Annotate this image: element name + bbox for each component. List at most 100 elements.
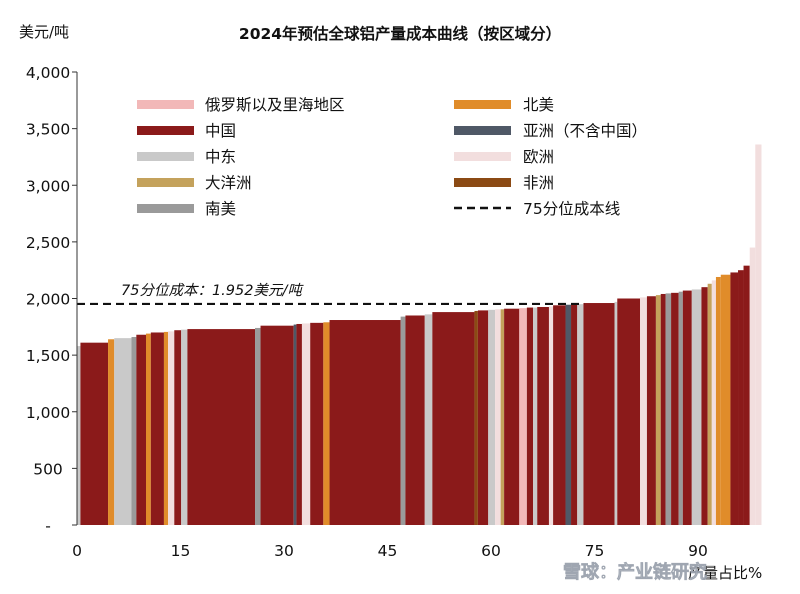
bar-china-37 bbox=[553, 305, 566, 525]
legend-swatch-africa bbox=[454, 178, 511, 187]
bar-china-15 bbox=[260, 325, 294, 525]
bar-china-19 bbox=[310, 322, 324, 525]
bar-china-13 bbox=[187, 329, 256, 525]
x-tick-label: 90 bbox=[688, 542, 708, 560]
bar-mideast-12 bbox=[181, 329, 188, 525]
bar-china-51 bbox=[682, 290, 692, 525]
legend-label-oceania: 大洋洲 bbox=[205, 174, 252, 192]
bar-oceania-54 bbox=[707, 283, 712, 525]
bar-china-43 bbox=[617, 298, 641, 525]
x-tick-label: 75 bbox=[585, 542, 605, 560]
bar-china-11 bbox=[174, 330, 182, 525]
bar-namerica-3 bbox=[108, 339, 115, 525]
bar-china-27 bbox=[477, 310, 489, 525]
bars-layer bbox=[77, 144, 762, 526]
legend-label-p75: 75分位成本线 bbox=[523, 200, 620, 218]
x-tick-label: 0 bbox=[72, 542, 82, 560]
bar-europe-55 bbox=[711, 280, 716, 525]
bar-europe-29 bbox=[495, 309, 501, 525]
bar-china-23 bbox=[405, 315, 425, 525]
legend-swatch-mideast bbox=[137, 152, 194, 161]
bar-china-58 bbox=[730, 272, 739, 525]
bar-asia-38 bbox=[565, 304, 572, 525]
bar-samerica-48 bbox=[665, 293, 672, 525]
p75-cost-label: 75分位成本：1.952美元/吨 bbox=[121, 282, 304, 299]
bar-china-53 bbox=[701, 287, 708, 525]
y-tick-label: 1,500 bbox=[26, 347, 70, 365]
percentile-line-layer: 75分位成本：1.952美元/吨 bbox=[77, 282, 585, 306]
x-tick-label: 45 bbox=[378, 542, 398, 560]
bar-europe-44 bbox=[640, 297, 647, 525]
x-tick-label: 30 bbox=[274, 542, 294, 560]
bar-europe-18 bbox=[301, 323, 311, 525]
bar-namerica-20 bbox=[323, 322, 330, 525]
bar-china-25 bbox=[432, 312, 475, 525]
y-tick-label: - bbox=[45, 517, 51, 535]
chart-title: 2024年预估全球铝产量成本曲线（按区域分） bbox=[239, 24, 561, 43]
watermark-text: 雪球：产业链研究 bbox=[563, 561, 707, 583]
bar-mideast-24 bbox=[424, 314, 433, 525]
legend-label-samerica: 南美 bbox=[205, 200, 236, 218]
watermark: 雪球：产业链研究 bbox=[537, 560, 707, 583]
bar-mideast-42 bbox=[614, 301, 618, 525]
bar-mideast-52 bbox=[691, 289, 702, 525]
bar-china-49 bbox=[671, 292, 679, 525]
bar-namerica-9 bbox=[163, 331, 169, 525]
y-tick-label: 4,000 bbox=[26, 64, 70, 82]
y-axis-label: 美元/吨 bbox=[19, 23, 69, 41]
y-tick-label: 2,500 bbox=[26, 234, 70, 252]
legend-label-china: 中国 bbox=[205, 122, 236, 140]
bar-europe-62 bbox=[755, 144, 762, 526]
legend-label-asia: 亚洲（不含中国） bbox=[523, 122, 647, 140]
legend-label-europe: 欧洲 bbox=[523, 148, 554, 166]
bar-mideast-40 bbox=[577, 304, 584, 525]
watermark-logo-icon bbox=[537, 560, 559, 582]
bar-mideast-34 bbox=[533, 307, 538, 525]
bar-europe-10 bbox=[168, 331, 175, 525]
bar-asia-16 bbox=[293, 324, 297, 525]
legend-swatch-oceania bbox=[137, 178, 194, 187]
bar-china-41 bbox=[583, 303, 615, 525]
legend-label-africa: 非洲 bbox=[523, 174, 554, 192]
bar-china-21 bbox=[329, 320, 401, 525]
legend-label-namerica: 北美 bbox=[523, 96, 554, 114]
y-tick-label: 3,000 bbox=[26, 177, 70, 195]
bar-europe-61 bbox=[749, 247, 756, 526]
x-tick-label: 60 bbox=[481, 542, 501, 560]
bar-china-60 bbox=[743, 265, 750, 525]
legend-swatch-namerica bbox=[454, 100, 511, 109]
bar-mideast-4 bbox=[114, 338, 132, 525]
legend-swatch-china bbox=[137, 126, 194, 135]
bar-china-8 bbox=[150, 332, 164, 525]
bar-namerica-56 bbox=[715, 276, 721, 525]
x-tick-label: 15 bbox=[171, 542, 191, 560]
bar-namerica-57 bbox=[720, 274, 731, 525]
y-tick-label: 3,500 bbox=[26, 121, 70, 139]
y-tick-label: 500 bbox=[33, 460, 63, 478]
bar-samerica-5 bbox=[131, 337, 137, 525]
y-tick-label: 1,000 bbox=[26, 404, 70, 422]
legend-swatch-samerica bbox=[137, 204, 194, 213]
bar-china-39 bbox=[571, 304, 578, 525]
legend-label-russia: 俄罗斯以及里海地区 bbox=[205, 96, 345, 114]
legend-swatch-asia bbox=[454, 126, 511, 135]
bar-russia-32 bbox=[519, 308, 527, 525]
legend-label-mideast: 中东 bbox=[205, 148, 236, 166]
bar-china-31 bbox=[504, 308, 520, 525]
bar-oceania-30 bbox=[500, 309, 505, 525]
bar-mideast-1 bbox=[77, 346, 81, 525]
bar-namerica-7 bbox=[146, 333, 151, 525]
bar-africa-26 bbox=[474, 310, 478, 525]
bar-europe-36 bbox=[548, 306, 554, 525]
bar-mideast-28 bbox=[488, 309, 496, 525]
bar-samerica-50 bbox=[678, 291, 683, 525]
legend-swatch-russia bbox=[137, 100, 194, 109]
bar-samerica-14 bbox=[255, 327, 261, 525]
bar-china-33 bbox=[526, 307, 534, 525]
bar-china-47 bbox=[660, 293, 666, 525]
x-axis-label: 产量占比% bbox=[688, 564, 762, 582]
bar-china-17 bbox=[296, 323, 302, 525]
bar-china-2 bbox=[80, 342, 109, 525]
